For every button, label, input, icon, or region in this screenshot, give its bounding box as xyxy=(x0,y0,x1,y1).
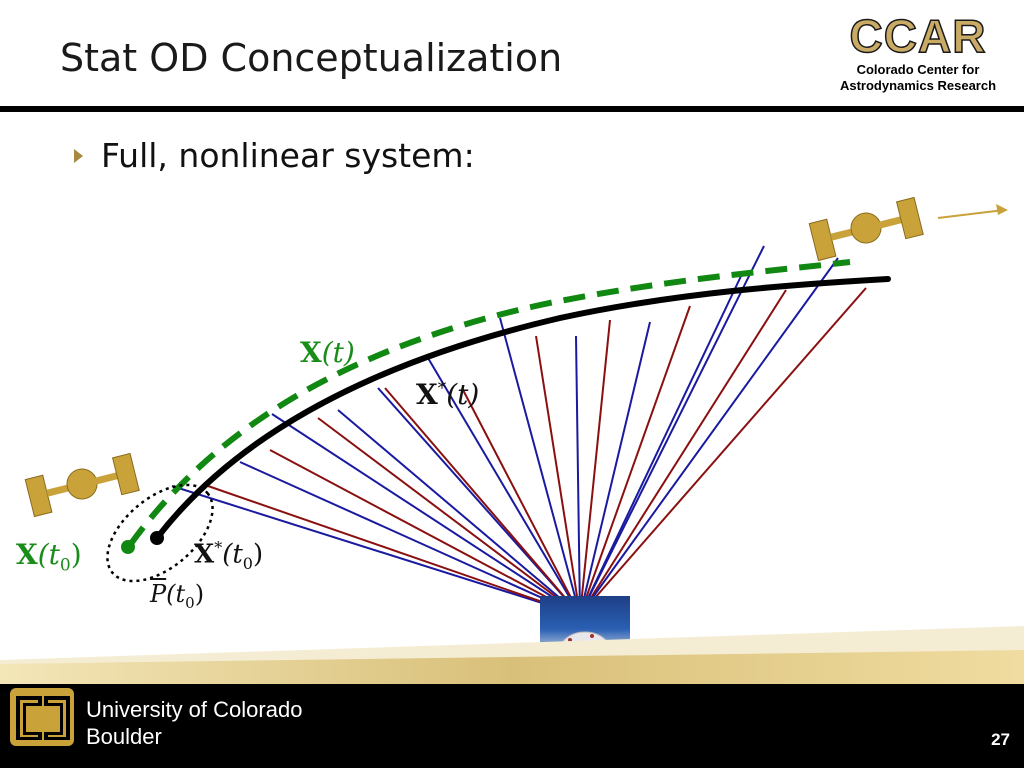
reference-trajectory-label: X*(t) xyxy=(416,378,479,411)
label-symbol: X xyxy=(416,378,438,411)
bullet-arrow-icon xyxy=(74,148,83,163)
observation-line-blue xyxy=(575,335,581,616)
label-superscript: * xyxy=(437,378,447,399)
observation-line-red xyxy=(579,319,611,616)
label-subscript: 0 xyxy=(185,593,195,612)
label-symbol: X xyxy=(16,538,38,571)
label-argument: (t) xyxy=(446,378,480,411)
observation-line-blue xyxy=(579,321,651,616)
label-close: ) xyxy=(194,580,205,608)
label-argument: (t) xyxy=(321,336,355,369)
label-symbol: X xyxy=(300,336,322,369)
bullet-text: Full, nonlinear system: xyxy=(101,136,475,175)
reference-trajectory xyxy=(154,276,891,541)
observation-line-red xyxy=(461,387,581,616)
true-initial-state-label: X(t0) xyxy=(16,538,82,576)
observation-line-red xyxy=(579,287,867,616)
title-divider xyxy=(0,106,1024,112)
true-trajectory xyxy=(127,259,851,547)
label-superscript: * xyxy=(214,538,223,557)
university-line1: University of Colorado xyxy=(86,697,303,722)
university-line2: Boulder xyxy=(86,724,162,749)
observation-line-red xyxy=(579,289,787,616)
ccar-logo-word: CCAR xyxy=(849,9,987,63)
observation-line-blue xyxy=(427,357,581,616)
observation-line-red xyxy=(535,335,581,616)
observation-line-red xyxy=(579,305,691,616)
observation-line-blue xyxy=(579,245,765,616)
label-argument: (t xyxy=(37,538,60,571)
observation-line-blue xyxy=(579,257,839,616)
observation-line-red xyxy=(269,449,581,616)
observation-line-red xyxy=(384,387,581,616)
page-number: 27 xyxy=(991,730,1010,749)
label-close: ) xyxy=(252,539,264,570)
university-name: University of Colorado Boulder xyxy=(86,696,302,750)
ccar-logo-line1: Colorado Center for xyxy=(856,62,980,77)
slide-title: Stat OD Conceptualization xyxy=(60,36,563,80)
bullet-item: Full, nonlinear system: xyxy=(74,136,475,175)
label-close: ) xyxy=(70,538,82,571)
observation-line-red xyxy=(317,417,581,616)
cu-logo-icon xyxy=(10,688,74,746)
label-argument: (t xyxy=(166,580,186,608)
observation-lines xyxy=(171,245,867,616)
observation-line-red xyxy=(207,485,581,616)
reference-initial-state-point xyxy=(150,531,164,545)
label-symbol: X xyxy=(194,539,215,570)
ground-station-telescope-icon xyxy=(540,596,630,656)
label-symbol: P xyxy=(150,580,167,608)
ccar-logo: CCAR Colorado Center for Astrodynamics R… xyxy=(828,9,1008,94)
observation-line-blue xyxy=(337,409,581,616)
observation-line-blue xyxy=(499,317,581,616)
observation-line-blue xyxy=(579,273,743,616)
true-trajectory-label: X(t) xyxy=(300,336,355,369)
observation-line-blue xyxy=(171,485,581,616)
label-subscript: 0 xyxy=(242,553,253,573)
reference-initial-state-label: X*(t0) xyxy=(194,538,263,573)
satellite-icon xyxy=(808,196,924,262)
observation-line-blue xyxy=(271,413,581,616)
initial-covariance-label: P(t0) xyxy=(150,580,204,612)
satellite-icon xyxy=(24,452,140,518)
observation-line-blue xyxy=(239,461,581,616)
label-subscript: 0 xyxy=(59,555,71,576)
initial-covariance-ellipse xyxy=(106,483,214,583)
ccar-logo-line2: Astrodynamics Research xyxy=(839,78,997,93)
true-initial-state-point xyxy=(121,540,135,554)
label-argument: (t xyxy=(222,539,243,570)
footer-bar xyxy=(0,684,1024,768)
direction-arrow-icon xyxy=(937,204,1008,219)
